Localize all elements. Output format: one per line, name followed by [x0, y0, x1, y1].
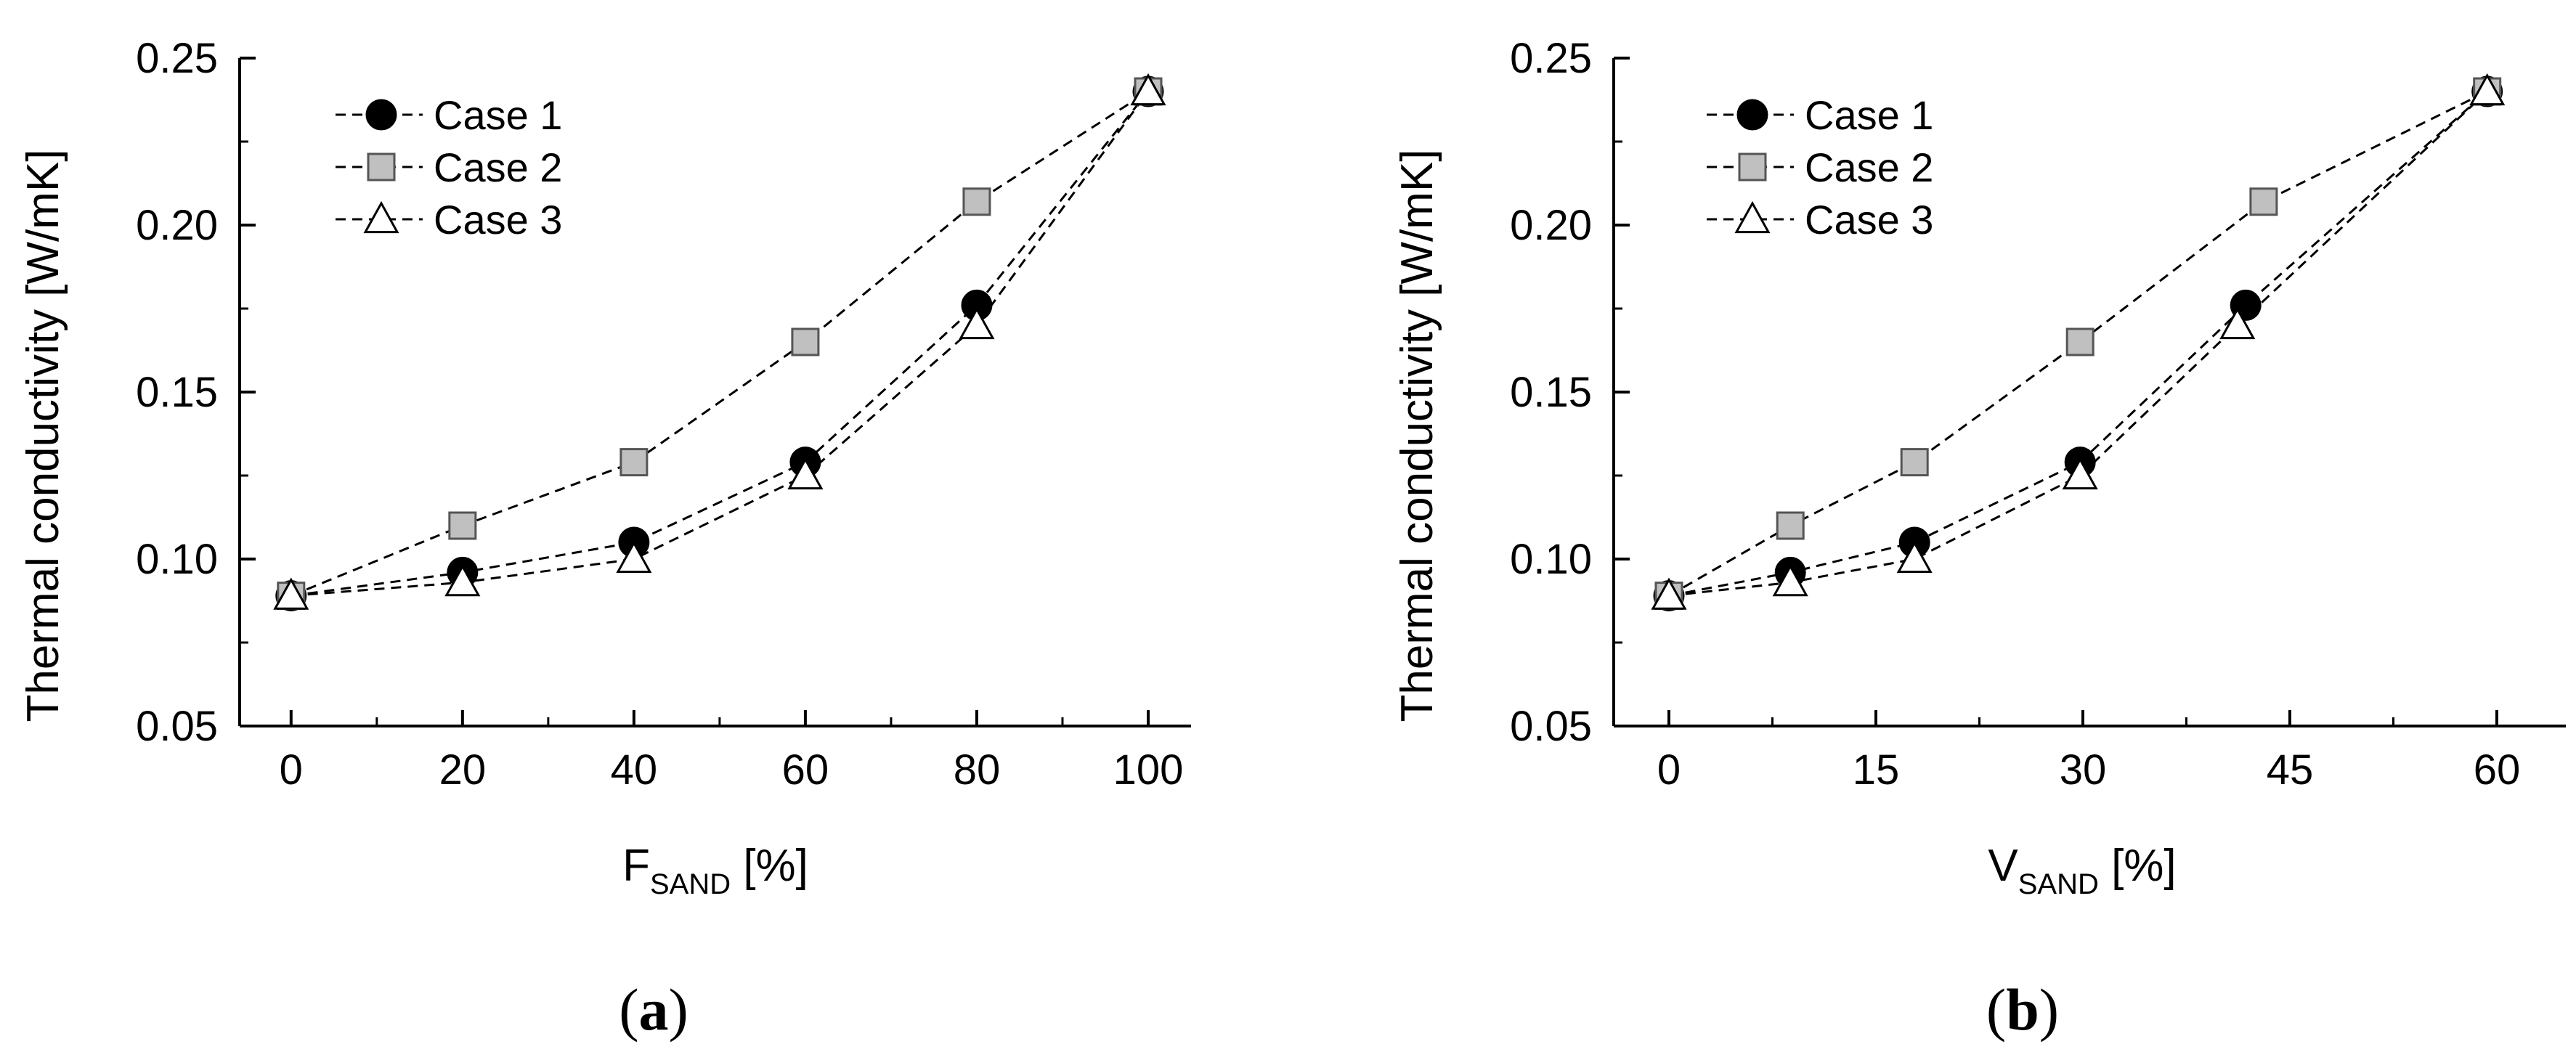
x-tick-label: 80 — [954, 746, 1001, 794]
data-point-triangle — [959, 306, 995, 340]
legend-label: Case 1 — [434, 92, 562, 138]
y-axis-title: Thermal conductivity [W/mK] — [18, 150, 68, 722]
x-tick-label: 60 — [782, 746, 829, 794]
x-tick-label: 0 — [280, 746, 303, 794]
data-point-triangle — [273, 577, 309, 610]
legend-marker-circle — [365, 99, 397, 131]
x-tick-label: 30 — [2060, 746, 2107, 794]
data-point-triangle — [1896, 540, 1933, 574]
legend-label: Case 2 — [1805, 144, 1933, 190]
series-line-circle — [1668, 90, 2488, 598]
y-axis-title: Thermal conductivity [W/mK] — [1392, 150, 1442, 722]
legend-marker-square — [367, 152, 396, 182]
data-point-square — [791, 327, 820, 356]
x-tick-label: 0 — [1657, 746, 1681, 794]
legend-label: Case 3 — [1805, 197, 1933, 242]
series-line-triangle — [1668, 90, 2488, 598]
series-line-square — [1668, 90, 2488, 597]
legend-marker-triangle — [1734, 200, 1771, 234]
chart-panel-b: 0.05 0.10 0.15 0.20 0.25 0 15 30 45 60 Thermal con… — [1392, 35, 2566, 1043]
data-point-triangle — [2469, 73, 2506, 106]
data-point-square — [1776, 511, 1805, 540]
data-point-square — [448, 511, 477, 540]
legend-marker-square — [1738, 152, 1767, 182]
y-tick-label: 0.15 — [1510, 369, 1592, 416]
x-tick-label: 15 — [1853, 746, 1900, 794]
y-tick-label: 0.15 — [136, 369, 218, 416]
data-point-triangle — [1772, 564, 1808, 597]
x-tick-label: 40 — [611, 746, 658, 794]
data-point-triangle — [2062, 457, 2098, 490]
data-point-square — [2065, 327, 2094, 356]
data-point-triangle — [1651, 577, 1687, 610]
y-tick-label: 0.10 — [136, 536, 218, 583]
x-tick-label: 20 — [439, 746, 487, 794]
data-point-square — [2249, 187, 2278, 216]
y-tick-label: 0.05 — [136, 703, 218, 750]
legend-marker-triangle — [363, 200, 399, 234]
data-point-triangle — [2219, 306, 2256, 340]
series-line-triangle — [290, 91, 1150, 598]
data-point-triangle — [787, 457, 824, 490]
x-tick-label: 100 — [1113, 746, 1184, 794]
x-axis-title: VSAND [%] — [1988, 841, 2176, 900]
panel-label: (a) — [619, 977, 688, 1043]
chart-panel-a: 0.05 0.10 0.15 0.20 0.25 0 20 40 60 80 100 Thermal … — [18, 35, 1191, 1043]
data-point-triangle — [444, 564, 481, 597]
y-tick-label: 0.10 — [1510, 536, 1592, 583]
legend-label: Case 3 — [434, 197, 562, 242]
panel-label: (b) — [1986, 977, 2059, 1043]
y-tick-label: 0.05 — [1510, 703, 1592, 750]
series-line-circle — [290, 91, 1150, 598]
data-point-triangle — [1130, 73, 1166, 106]
y-tick-label: 0.25 — [1510, 35, 1592, 82]
data-point-square — [1900, 448, 1929, 477]
data-point-triangle — [616, 540, 652, 574]
x-tick-label: 60 — [2474, 746, 2521, 794]
legend-label: Case 2 — [434, 144, 562, 190]
x-axis-title: FSAND [%] — [622, 841, 808, 900]
series-line-square — [290, 90, 1149, 597]
data-point-square — [619, 448, 649, 477]
y-tick-label: 0.25 — [136, 35, 218, 82]
data-point-square — [962, 187, 991, 216]
legend-marker-circle — [1736, 99, 1768, 131]
y-tick-label: 0.20 — [1510, 202, 1592, 249]
legend-label: Case 1 — [1805, 92, 1933, 138]
y-tick-label: 0.20 — [136, 202, 218, 249]
x-tick-label: 45 — [2267, 746, 2314, 794]
